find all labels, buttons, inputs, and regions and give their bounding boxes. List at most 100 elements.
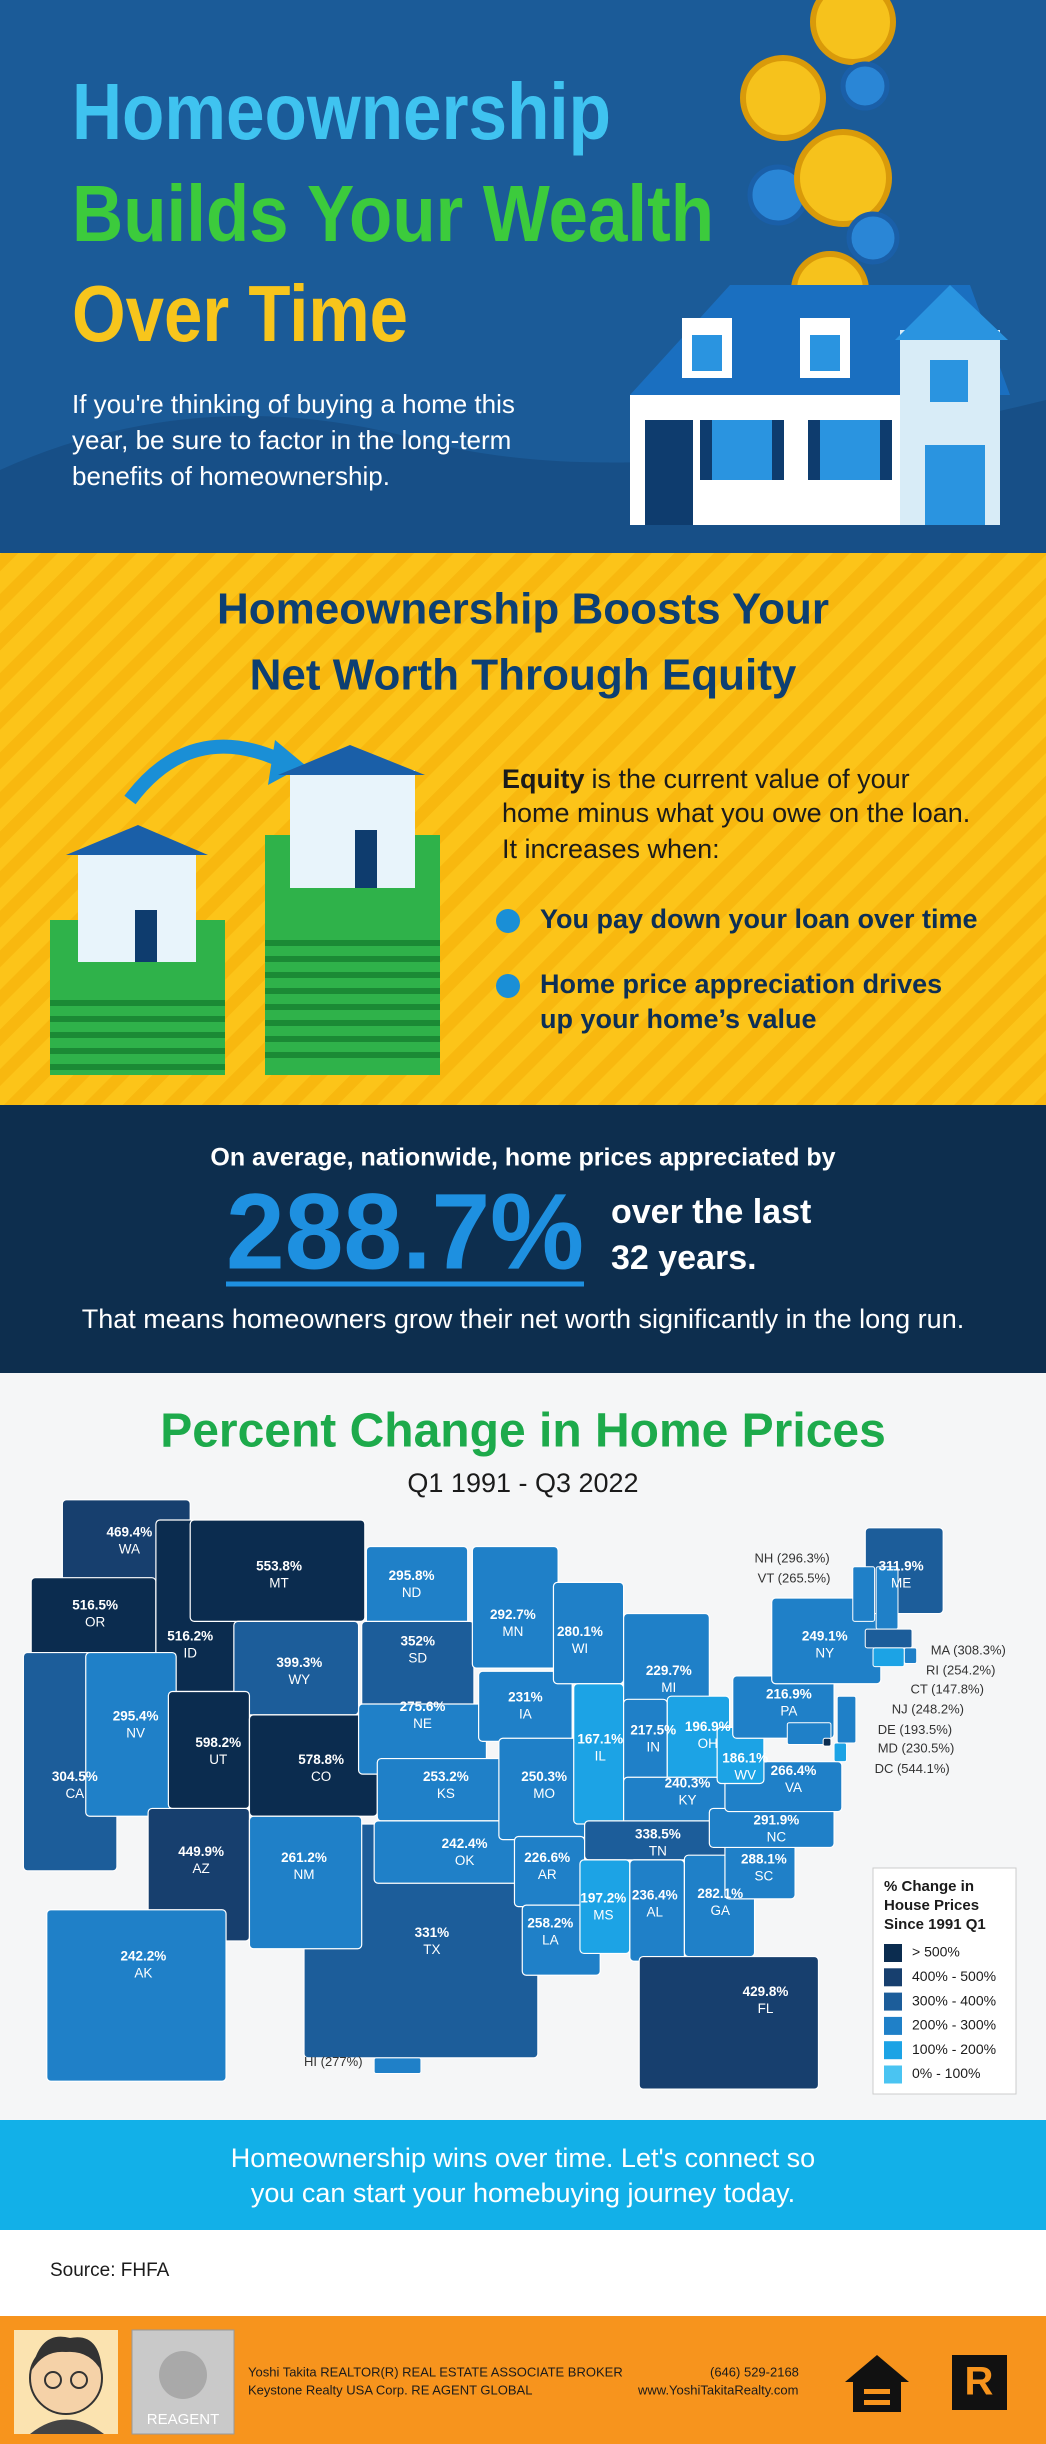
decoration bbox=[808, 420, 820, 480]
state-change: 304.5% bbox=[52, 1769, 98, 1784]
state-shape bbox=[786, 1722, 832, 1746]
state-label: 253.2% KS bbox=[423, 1769, 469, 1801]
legend-swatch bbox=[884, 1944, 902, 1962]
state-label: 553.8% MT bbox=[256, 1558, 302, 1590]
state-change: 469.4% bbox=[106, 1524, 152, 1539]
state-label: 598.2% UT bbox=[195, 1734, 241, 1766]
definition-term: Equity bbox=[502, 764, 585, 794]
state-change: 292.7% bbox=[490, 1606, 536, 1621]
decoration bbox=[265, 1052, 440, 1058]
decoration bbox=[930, 360, 968, 402]
decoration bbox=[290, 770, 415, 888]
state-code: NY bbox=[815, 1645, 834, 1660]
state-change: 186.1% bbox=[722, 1750, 768, 1765]
state-code: WY bbox=[288, 1672, 310, 1687]
decoration bbox=[265, 940, 440, 1058]
state-change: 282.1% bbox=[697, 1886, 743, 1901]
state-label: 249.1% NY bbox=[802, 1628, 848, 1660]
state-label: 216.9% PA bbox=[766, 1686, 812, 1718]
average-figure: 288.7% bbox=[226, 1171, 584, 1292]
decoration bbox=[810, 335, 840, 371]
bullet-dot bbox=[496, 974, 520, 998]
state-code: OK bbox=[455, 1853, 475, 1868]
map-subtitle: Q1 1991 - Q3 2022 bbox=[407, 1468, 638, 1498]
state-label: 242.4% OK bbox=[442, 1836, 488, 1868]
state-code: AZ bbox=[192, 1860, 209, 1875]
state-change: 240.3% bbox=[665, 1775, 711, 1790]
average-bg bbox=[0, 1105, 1046, 1373]
state-label: 196.9% OH bbox=[685, 1719, 731, 1751]
cta-line: Homeownership wins over time. Let's conn… bbox=[231, 2143, 815, 2173]
state-callout: HI (277%) bbox=[304, 2054, 363, 2069]
decoration bbox=[952, 2355, 1007, 2410]
state-label: 186.1% WV bbox=[722, 1750, 768, 1782]
section-heading: Homeownership Boosts Your bbox=[217, 585, 829, 634]
state-change: 217.5% bbox=[630, 1722, 676, 1737]
agent-line: Keystone Realty USA Corp. RE AGENT GLOBA… bbox=[248, 2382, 532, 2397]
legend-label: 100% - 200% bbox=[912, 2041, 996, 2057]
state-shape bbox=[836, 1695, 857, 1744]
state-label: 399.3% WY bbox=[276, 1655, 322, 1687]
state-change: 516.5% bbox=[72, 1597, 118, 1612]
state-label: 304.5% CA bbox=[52, 1769, 98, 1801]
decoration bbox=[44, 2371, 62, 2389]
state-label: 280.1% WI bbox=[557, 1624, 603, 1656]
decoration bbox=[66, 825, 208, 855]
decoration bbox=[840, 61, 890, 111]
decoration bbox=[645, 420, 693, 525]
state-change: 261.2% bbox=[281, 1850, 327, 1865]
state-code: GA bbox=[711, 1903, 731, 1918]
house-illustration bbox=[630, 285, 1010, 525]
state-label: 282.1% GA bbox=[697, 1886, 743, 1918]
legend: % Change in House Prices Since 1991 Q1 > 50… bbox=[884, 1878, 996, 2084]
state-change: 196.9% bbox=[685, 1719, 731, 1734]
state-code: IL bbox=[595, 1748, 607, 1763]
state-change: 253.2% bbox=[423, 1769, 469, 1784]
state-code: MN bbox=[502, 1623, 523, 1638]
decoration bbox=[864, 2389, 890, 2394]
bullet-text: up your home’s value bbox=[540, 1004, 817, 1034]
intro-line: If you're thinking of buying a home this bbox=[72, 389, 515, 419]
state-code: WV bbox=[734, 1767, 756, 1782]
state-label: 240.3% KY bbox=[665, 1775, 711, 1807]
state-callout: RI (254.2%) bbox=[926, 1663, 995, 1678]
decoration bbox=[265, 1020, 440, 1026]
state-change: 167.1% bbox=[577, 1731, 623, 1746]
legend-label: 200% - 300% bbox=[912, 2017, 996, 2033]
decoration bbox=[32, 2336, 102, 2372]
state-code: NM bbox=[294, 1867, 315, 1882]
state-code: IN bbox=[646, 1739, 660, 1754]
state-label: 352% SD bbox=[401, 1633, 436, 1665]
state-change: 242.4% bbox=[442, 1836, 488, 1851]
state-label: 217.5% IN bbox=[630, 1722, 676, 1754]
cta-bg bbox=[0, 2120, 1046, 2230]
state-change: 516.2% bbox=[167, 1628, 213, 1643]
decoration bbox=[50, 1016, 225, 1022]
decoration bbox=[268, 740, 305, 785]
realtor-icon: R bbox=[952, 2355, 1007, 2410]
state-shape bbox=[638, 1955, 820, 2090]
decoration bbox=[265, 988, 440, 994]
state-label: 331% TX bbox=[415, 1925, 450, 1957]
state-callout: DC (544.1%) bbox=[875, 1761, 950, 1776]
definition-text: is the current value of your bbox=[592, 764, 910, 794]
state-shape bbox=[373, 2057, 422, 2074]
decoration bbox=[712, 420, 772, 480]
state-label: 295.8% ND bbox=[389, 1568, 435, 1600]
decoration bbox=[880, 420, 892, 480]
state-change: 553.8% bbox=[256, 1558, 302, 1573]
decoration bbox=[845, 2355, 909, 2382]
state-code: FL bbox=[758, 2001, 774, 2016]
state-change: 242.2% bbox=[121, 1948, 167, 1963]
decoration bbox=[740, 55, 826, 141]
state-code: NC bbox=[767, 1829, 787, 1844]
state-change: 399.3% bbox=[276, 1655, 322, 1670]
state-shape bbox=[872, 1647, 905, 1668]
source: Source: FHFA bbox=[50, 2260, 170, 2281]
state-callout: MA (308.3%) bbox=[931, 1642, 1006, 1657]
state-code: KY bbox=[679, 1792, 697, 1807]
state-change: 449.9% bbox=[178, 1843, 224, 1858]
state-shape bbox=[864, 1628, 913, 1649]
state-change: 352% bbox=[401, 1633, 436, 1648]
state-label: 226.6% AR bbox=[524, 1850, 570, 1882]
